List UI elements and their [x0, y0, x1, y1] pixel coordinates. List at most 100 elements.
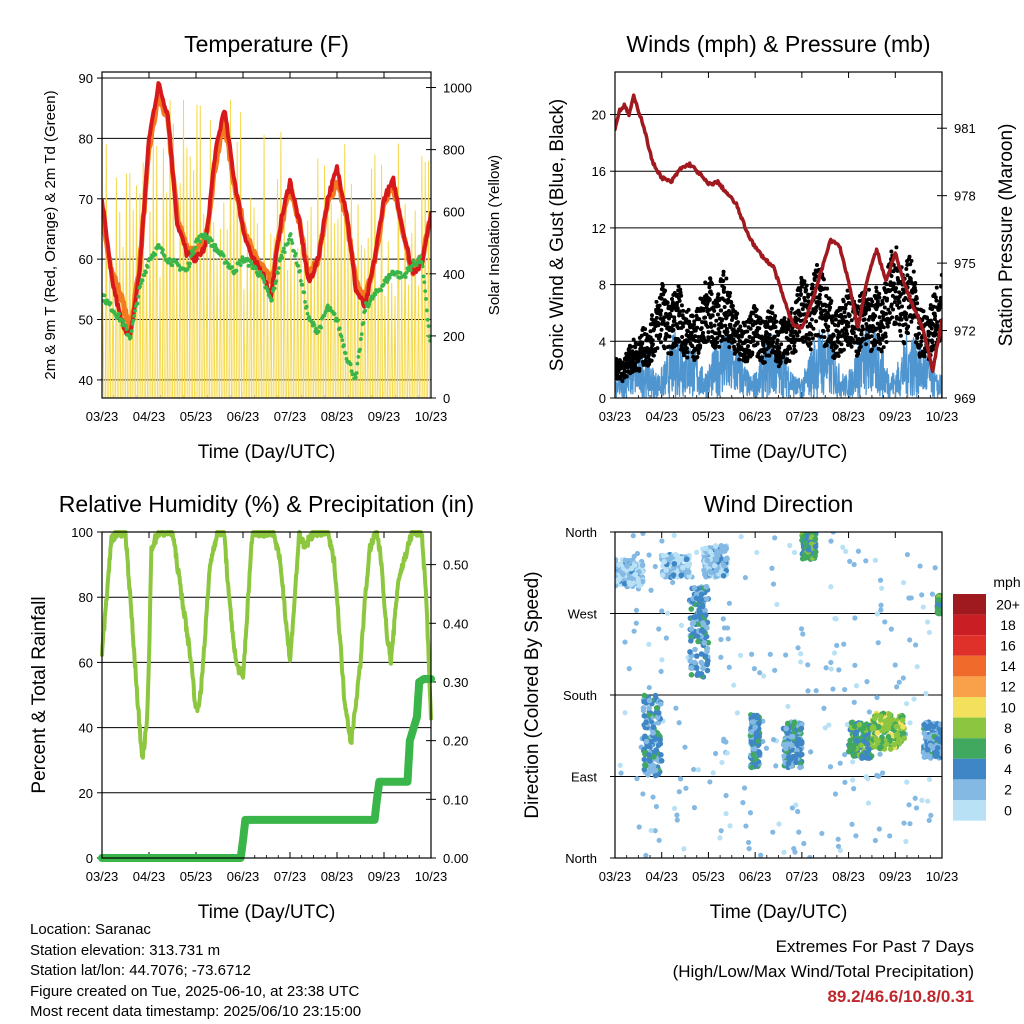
legend-label: 2 [1004, 782, 1012, 798]
gust-point [819, 334, 824, 339]
gust-point [703, 315, 708, 320]
gust-point [852, 340, 857, 345]
direction-point [621, 580, 628, 587]
direction-point [748, 739, 755, 746]
gust-point [794, 337, 799, 342]
dewpoint-point [411, 259, 416, 263]
gust-point [671, 327, 676, 332]
direction-point [695, 767, 701, 773]
gust-point [913, 280, 918, 285]
direction-point [664, 610, 671, 616]
extremes-subtitle: (High/Low/Max Wind/Total Precipitation) [672, 962, 974, 981]
gust-point [898, 333, 903, 338]
gust-point [777, 345, 782, 350]
gust-point [685, 355, 690, 360]
direction-point [899, 717, 906, 723]
direction-point [760, 738, 766, 745]
direction-point [835, 836, 841, 842]
gust-point [881, 325, 886, 330]
direction-point [704, 648, 710, 655]
direction-point [700, 621, 707, 628]
gust-point [640, 340, 645, 345]
direction-point [884, 741, 890, 748]
direction-point [650, 724, 656, 730]
direction-point [761, 673, 767, 679]
gust-point [878, 341, 883, 346]
direction-point [774, 601, 780, 608]
direction-point [913, 805, 920, 811]
direction-point [855, 548, 862, 554]
direction-point [646, 697, 653, 704]
direction-point [671, 532, 677, 538]
dewpoint-point [238, 263, 243, 268]
direction-point [920, 749, 927, 756]
gust-point [689, 330, 694, 335]
gust-point [898, 328, 903, 333]
direction-point [887, 746, 894, 752]
direction-point [659, 538, 665, 544]
gust-point [695, 325, 700, 330]
direction-point [757, 670, 763, 676]
direction-point [773, 763, 779, 769]
direction-point [634, 776, 640, 782]
x-axis-label: Time (Day/UTC) [198, 442, 336, 463]
legend-label: 0 [1004, 802, 1012, 818]
gust-point [727, 345, 732, 350]
gust-point [904, 311, 909, 316]
x-tick-label: 08/23 [832, 869, 865, 884]
direction-point [798, 738, 805, 745]
direction-point [676, 789, 682, 795]
direction-point [742, 574, 748, 581]
gust-point [706, 312, 711, 317]
dewpoint-point [381, 282, 386, 287]
gust-point [908, 262, 913, 267]
direction-point [719, 759, 725, 766]
direction-point [726, 664, 732, 670]
gust-point [812, 277, 817, 282]
direction-point [693, 664, 700, 671]
direction-point [648, 827, 654, 834]
gust-point [808, 347, 813, 352]
direction-point [822, 725, 828, 731]
gust-point [896, 281, 901, 286]
direction-point [864, 741, 871, 747]
gust-point [799, 284, 804, 289]
direction-point [870, 725, 877, 732]
direction-point [926, 817, 932, 823]
direction-point [770, 829, 776, 835]
gust-point [824, 343, 829, 348]
direction-point [641, 756, 648, 763]
gust-point [939, 305, 942, 310]
gust-point [861, 327, 866, 332]
gust-point [685, 350, 690, 355]
direction-point [707, 568, 713, 575]
direction-point [826, 722, 832, 728]
direction-point [652, 828, 658, 834]
dewpoint-point [191, 251, 196, 255]
dewpoint-point [312, 323, 317, 327]
gust-point [849, 344, 854, 349]
gust-point [928, 303, 933, 308]
dewpoint-point [261, 277, 266, 282]
dewpoint-point [140, 278, 145, 283]
gust-point [935, 320, 940, 325]
direction-point [874, 611, 880, 617]
gust-point [709, 324, 714, 329]
dewpoint-point [234, 268, 239, 273]
x-tick-label: 03/23 [599, 409, 632, 424]
direction-point [882, 619, 888, 625]
direction-point [921, 730, 928, 736]
gust-point [917, 331, 922, 336]
y-tick-label: 16 [592, 164, 606, 179]
gust-point [793, 349, 798, 354]
direction-point [646, 705, 652, 711]
direction-point [886, 711, 893, 718]
gust-point [821, 277, 826, 282]
direction-point [707, 548, 714, 555]
gust-point [790, 326, 795, 331]
gust-point [798, 288, 803, 293]
gust-point [880, 301, 885, 306]
dewpoint-point [193, 245, 197, 250]
gust-point [678, 287, 683, 292]
direction-point [717, 835, 723, 841]
